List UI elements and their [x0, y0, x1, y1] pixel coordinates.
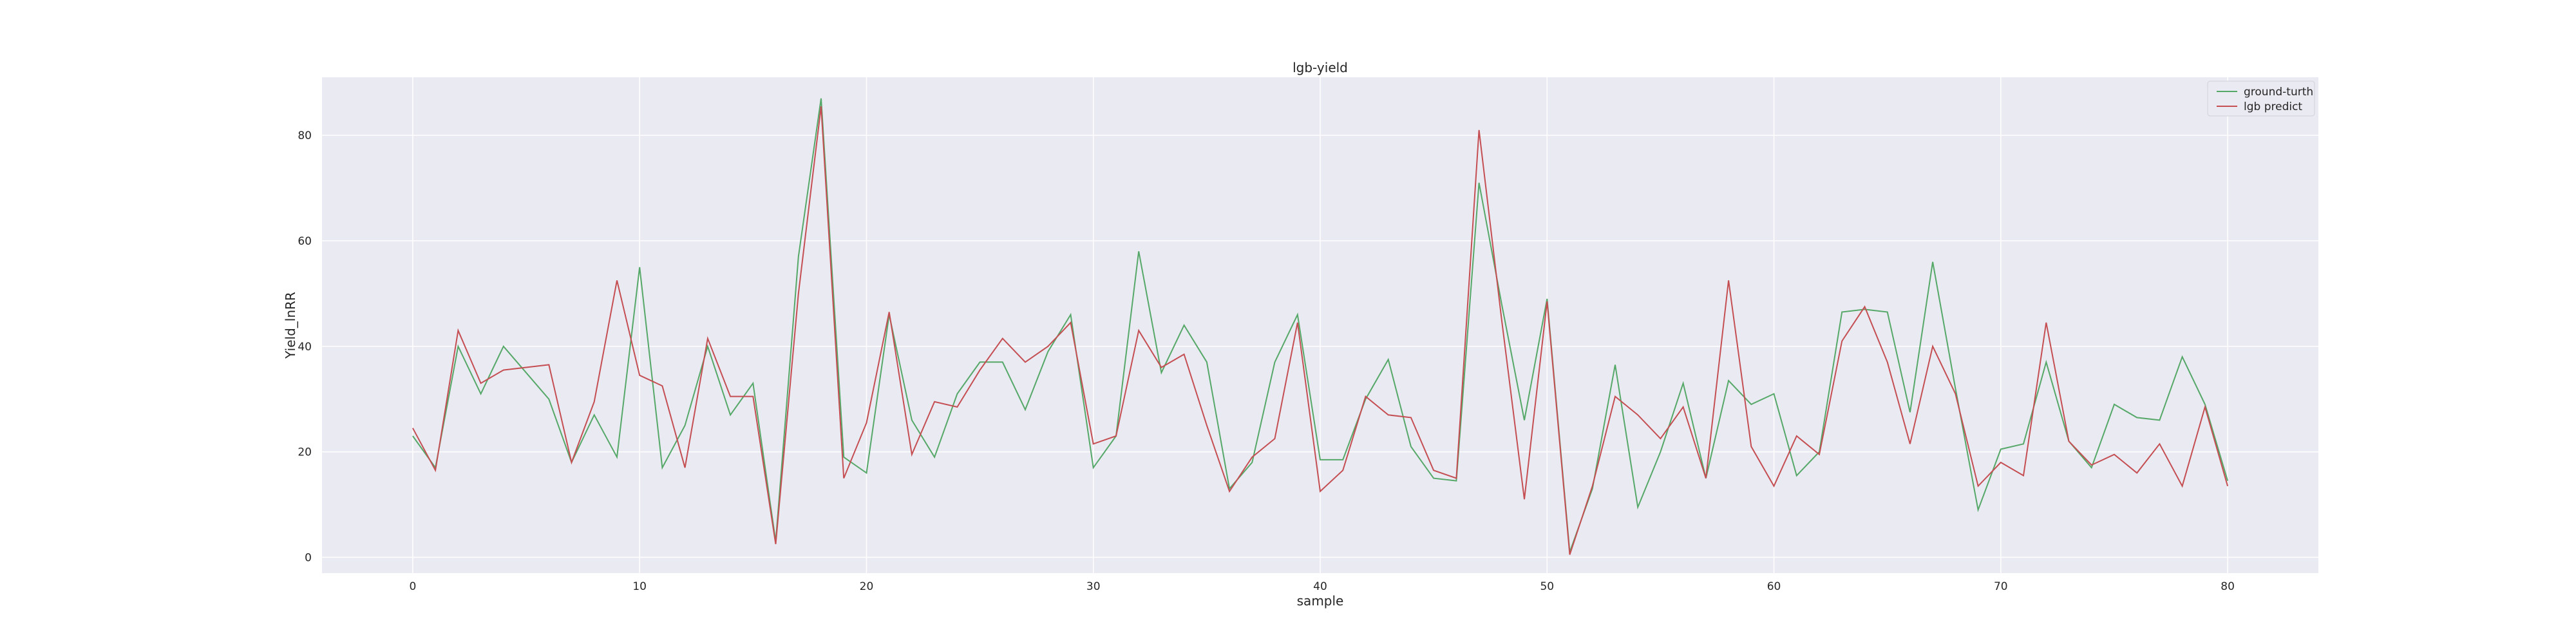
- x-tick-label: 60: [1767, 580, 1781, 593]
- x-tick-label: 50: [1540, 580, 1554, 593]
- x-tick-label: 30: [1086, 580, 1101, 593]
- chart-title: lgb-yield: [1293, 60, 1348, 75]
- legend: ground-turth lgb predict: [2207, 80, 2315, 117]
- y-tick-label: 20: [298, 446, 312, 459]
- x-tick-label: 70: [1994, 580, 2008, 593]
- x-tick-label: 20: [860, 580, 874, 593]
- x-axis-label: sample: [1297, 593, 1344, 609]
- y-axis-label: Yield_lnRR: [283, 292, 298, 359]
- series-line-ground-turth: [412, 98, 2229, 553]
- y-tick-label: 80: [298, 129, 312, 142]
- series-line-lgb-predict: [412, 106, 2229, 555]
- x-tick-label: 0: [409, 580, 416, 593]
- series-layer: [412, 98, 2229, 555]
- x-tick-label: 10: [632, 580, 647, 593]
- grid-lines: [322, 77, 2318, 573]
- y-tick-label: 0: [305, 551, 312, 564]
- legend-box: [2207, 80, 2315, 117]
- y-tick-label: 40: [298, 341, 312, 354]
- x-tick-label: 40: [1313, 580, 1327, 593]
- legend-label-ground-turth: ground-turth: [2244, 86, 2313, 99]
- legend-label-lgb-predict: lgb predict: [2244, 100, 2302, 113]
- tick-labels: 0 10 20 30 40 50 60 70 80 0 20 40 60 80: [298, 129, 2235, 593]
- x-tick-label: 80: [2221, 580, 2235, 593]
- y-tick-label: 60: [298, 235, 312, 248]
